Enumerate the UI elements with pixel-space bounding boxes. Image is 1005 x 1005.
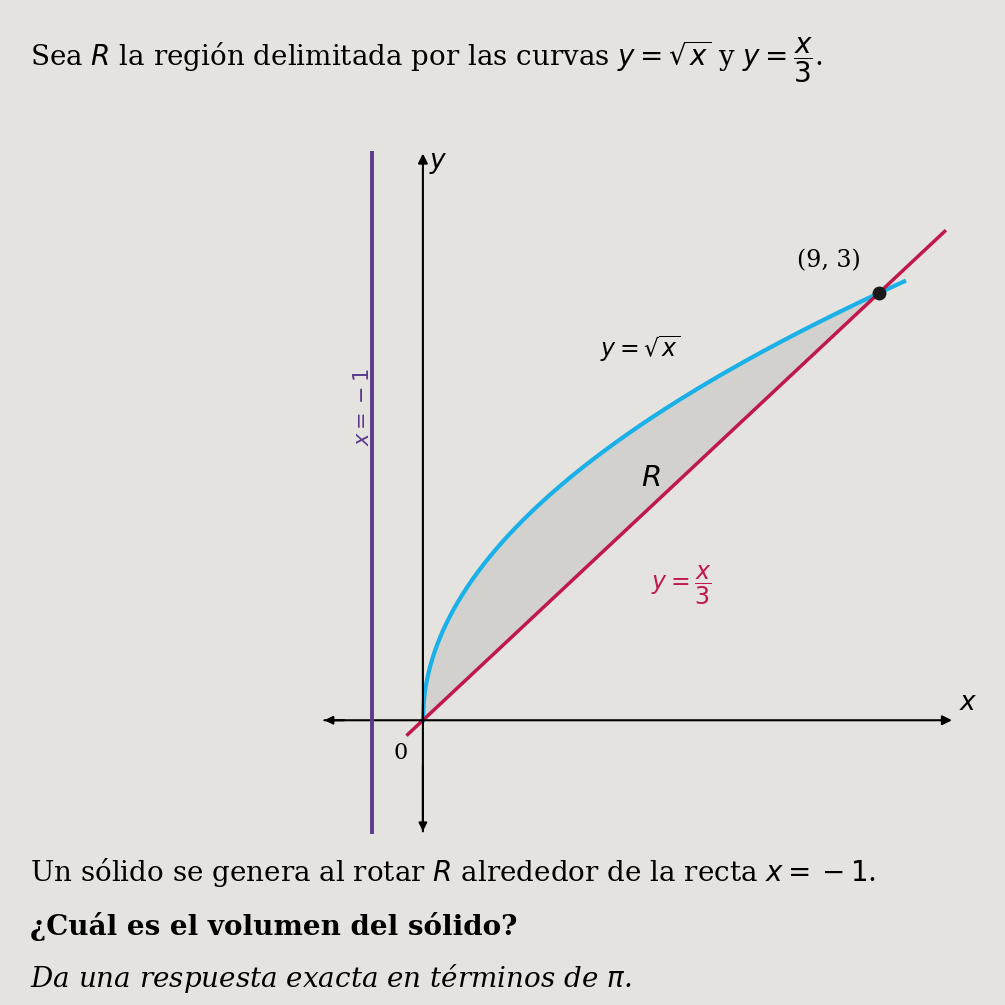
Text: $y = \dfrac{x}{3}$: $y = \dfrac{x}{3}$: [651, 564, 712, 607]
Text: Da una respuesta exacta en términos de $\pi$.: Da una respuesta exacta en términos de $…: [30, 962, 631, 995]
Text: 0: 0: [394, 742, 408, 764]
Text: $R$: $R$: [641, 464, 660, 492]
Text: Sea $R$ la región delimitada por las curvas $y = \sqrt{x}$ y $y = \dfrac{x}{3}$.: Sea $R$ la región delimitada por las cur…: [30, 35, 823, 84]
Text: $y = \sqrt{x}$: $y = \sqrt{x}$: [600, 334, 680, 364]
Text: ¿Cuál es el volumen del sólido?: ¿Cuál es el volumen del sólido?: [30, 912, 518, 941]
Text: $x$: $x$: [959, 689, 977, 715]
Text: (9, 3): (9, 3): [797, 249, 861, 271]
Text: $x = -1$: $x = -1$: [353, 368, 373, 446]
Text: $y$: $y$: [429, 151, 447, 176]
Text: Un sólido se genera al rotar $R$ alrededor de la recta $x = -1$.: Un sólido se genera al rotar $R$ alreded…: [30, 856, 876, 889]
